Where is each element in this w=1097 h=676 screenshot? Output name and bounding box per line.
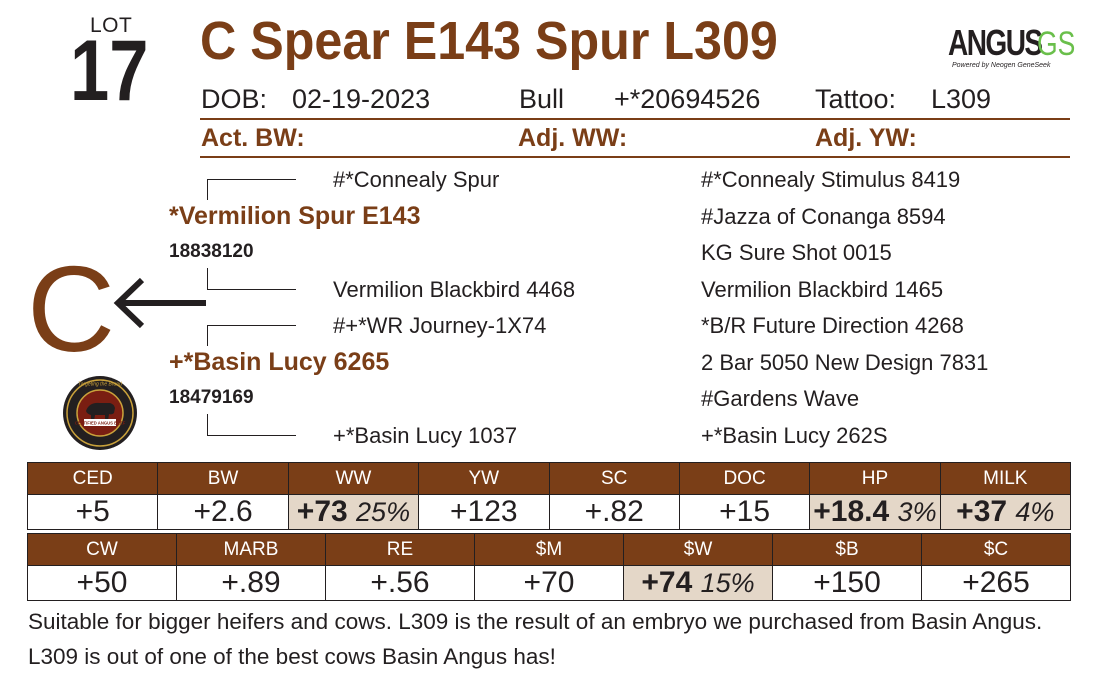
brand-mark: C — [27, 241, 116, 377]
epd-table-economic: CW MARB RE $M $W $B $C +50 +.89 +.56 +70… — [27, 533, 1071, 601]
epd-header-re: RE — [325, 533, 475, 566]
divider — [200, 156, 1070, 158]
pedigree-line — [207, 325, 296, 346]
epd-value-re: +.56 — [325, 565, 475, 601]
epd-header-cw: CW — [27, 533, 177, 566]
epd-value-ww: +73 25% — [287, 494, 420, 530]
animal-name: C Spear E143 Spur L309 — [200, 11, 778, 71]
arrow-left-icon — [113, 277, 206, 329]
pedigree-line — [207, 179, 296, 200]
epd-value-c: +265 — [921, 565, 1071, 601]
epd-header-doc: DOC — [678, 462, 811, 495]
logo-suffix: GS — [1037, 25, 1076, 63]
dam-registration: 18479169 — [169, 387, 254, 408]
lot-number: 17 — [70, 23, 149, 119]
sire-registration: 18838120 — [169, 241, 254, 262]
dam-name: +*Basin Lucy 6265 — [169, 348, 390, 376]
epd-header-c: $C — [921, 533, 1071, 566]
epd-value-milk: +37 4% — [939, 494, 1072, 530]
lot-description: Suitable for bigger heifers and cows. L3… — [28, 609, 1043, 669]
epd-percentile: 4% — [1015, 497, 1055, 527]
epd-header-w: $W — [623, 533, 773, 566]
pedigree-granddam: Vermilion Blackbird 4468 — [333, 277, 576, 302]
pedigree-great-grandparent: #Gardens Wave — [701, 386, 860, 411]
pedigree-great-grandparent: KG Sure Shot 0015 — [701, 240, 892, 265]
pedigree-great-grandparent: #Jazza of Conanga 8594 — [701, 204, 946, 229]
epd-value-yw: +123 — [418, 494, 550, 530]
epd-value-doc: +15 — [678, 494, 811, 530]
dob-value: 02-19-2023 — [292, 84, 431, 114]
epd-header-hp: HP — [809, 462, 941, 495]
pedigree-line — [207, 268, 296, 290]
epd-value-marb: +.89 — [176, 565, 326, 601]
divider — [200, 118, 1070, 120]
epd-header-b: $B — [772, 533, 922, 566]
logo-tagline: Powered by Neogen GeneSeek — [952, 62, 1051, 69]
cab-logo-tagline: Targeting the Brand — [78, 382, 122, 388]
epd-value-w: +74 15% — [623, 565, 773, 601]
registration-number: +*20694526 — [614, 84, 761, 114]
pedigree-great-grandparent: #*Connealy Stimulus 8419 — [701, 167, 961, 192]
epd-percentile: 3% — [897, 497, 937, 527]
pedigree-great-grandparent: Vermilion Blackbird 1465 — [701, 277, 944, 302]
epd-value-hp: +18.4 3% — [809, 494, 941, 530]
sex-value: Bull — [519, 84, 565, 114]
epd-header-ww: WW — [287, 462, 420, 495]
pedigree-granddam: +*Basin Lucy 1037 — [333, 423, 518, 448]
epd-header-bw: BW — [157, 462, 289, 495]
epd-header-yw: YW — [418, 462, 550, 495]
epd-value-b: +150 — [772, 565, 922, 601]
certified-angus-beef-logo: CERTIFIED ANGUS BEEF Targeting the Brand — [63, 376, 137, 450]
weaning-weight-label: Adj. WW: — [518, 124, 628, 152]
logo-brand: ANGUS — [948, 22, 1043, 63]
cab-logo-text: CERTIFIED ANGUS BEEF — [75, 421, 126, 426]
pedigree-grandsire: #*Connealy Spur — [333, 167, 500, 192]
epd-header-ced: CED — [26, 462, 159, 495]
epd-header-marb: MARB — [176, 533, 326, 566]
epd-value-ced: +5 — [26, 494, 159, 530]
pedigree-great-grandparent: *B/R Future Direction 4268 — [701, 313, 964, 338]
epd-header-m: $M — [474, 533, 624, 566]
epd-value-cw: +50 — [27, 565, 177, 601]
epd-value-sc: +.82 — [548, 494, 680, 530]
pedigree-great-grandparent: 2 Bar 5050 New Design 7831 — [701, 350, 989, 375]
epd-percentile: 15% — [700, 568, 755, 598]
dob-label: DOB: — [201, 84, 268, 114]
lot-label: LOT — [90, 14, 133, 37]
yearling-weight-label: Adj. YW: — [815, 124, 917, 152]
epd-value-bw: +2.6 — [157, 494, 289, 530]
epd-header-milk: MILK — [939, 462, 1072, 495]
tattoo-label: Tattoo: — [815, 84, 897, 114]
pedigree-grandsire: #+*WR Journey-1X74 — [333, 313, 547, 338]
birth-weight-label: Act. BW: — [201, 124, 305, 152]
sire-name: *Vermilion Spur E143 — [169, 202, 421, 230]
epd-table-primary: CED BW WW YW SC DOC HP MILK +5 +2.6 +73 … — [26, 462, 1072, 530]
epd-header-sc: SC — [548, 462, 680, 495]
epd-value-m: +70 — [474, 565, 624, 601]
tattoo-value: L309 — [931, 84, 992, 114]
pedigree-line — [207, 414, 296, 436]
angus-gs-logo: ANGUS GS Powered by Neogen GeneSeek — [948, 22, 1076, 72]
epd-percentile: 25% — [356, 497, 411, 527]
pedigree-great-grandparent: +*Basin Lucy 262S — [701, 423, 888, 448]
